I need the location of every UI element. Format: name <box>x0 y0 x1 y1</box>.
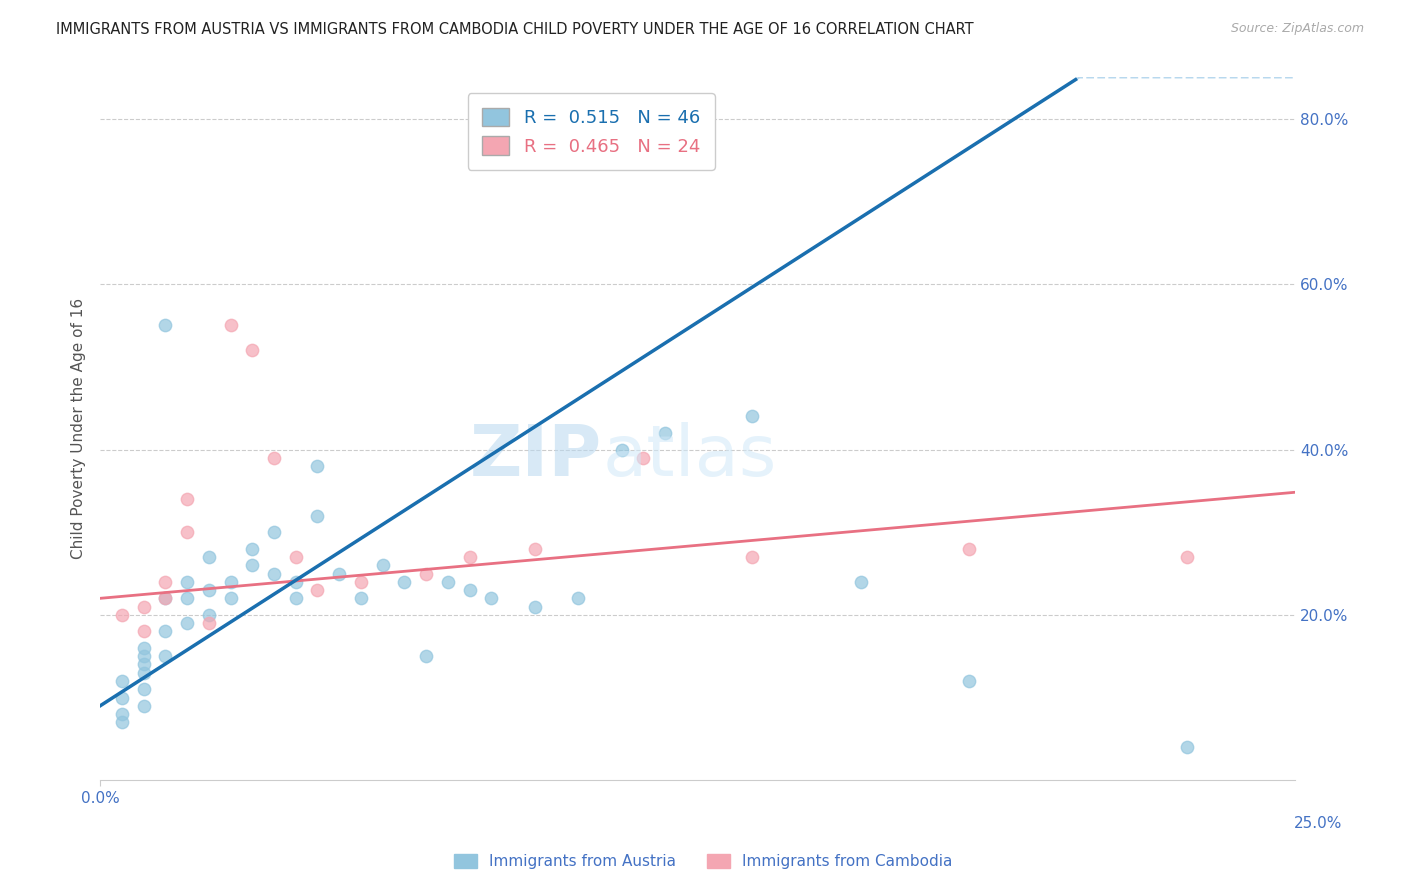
Point <box>176 591 198 606</box>
Text: Source: ZipAtlas.com: Source: ZipAtlas.com <box>1230 22 1364 36</box>
Point <box>132 640 155 655</box>
Point <box>240 343 263 358</box>
Text: atlas: atlas <box>602 423 776 491</box>
Point <box>176 574 198 589</box>
Point <box>458 549 481 564</box>
Point <box>155 624 177 639</box>
Point <box>350 574 373 589</box>
Point <box>240 541 263 556</box>
Point <box>610 442 633 457</box>
Point <box>263 525 285 540</box>
Point <box>350 591 373 606</box>
Point <box>741 409 763 424</box>
Point <box>567 591 589 606</box>
Point <box>111 715 134 730</box>
Point <box>458 583 481 598</box>
Point <box>132 599 155 614</box>
Point <box>307 458 329 473</box>
Point <box>263 450 285 465</box>
Point <box>155 574 177 589</box>
Point <box>959 673 981 688</box>
Point <box>415 566 437 581</box>
Point <box>176 616 198 631</box>
Point <box>198 583 221 598</box>
Point <box>155 318 177 333</box>
Text: ZIP: ZIP <box>470 423 602 491</box>
Point <box>1393 541 1406 556</box>
Point <box>741 549 763 564</box>
Point <box>155 649 177 664</box>
Point <box>284 591 307 606</box>
Point <box>219 574 242 589</box>
Point <box>132 698 155 713</box>
Point <box>479 591 502 606</box>
Point <box>132 649 155 664</box>
Point <box>219 591 242 606</box>
Point <box>111 607 134 622</box>
Point <box>132 657 155 672</box>
Point <box>415 649 437 664</box>
Point <box>155 591 177 606</box>
Point <box>523 599 546 614</box>
Point <box>198 616 221 631</box>
Point <box>176 492 198 507</box>
Point <box>959 541 981 556</box>
Point <box>1175 549 1198 564</box>
Point <box>284 549 307 564</box>
Text: 25.0%: 25.0% <box>1295 816 1343 830</box>
Point <box>198 607 221 622</box>
Point <box>111 707 134 722</box>
Point <box>849 574 872 589</box>
Legend: Immigrants from Austria, Immigrants from Cambodia: Immigrants from Austria, Immigrants from… <box>447 848 959 875</box>
Point <box>240 558 263 573</box>
Point <box>523 541 546 556</box>
Point <box>132 624 155 639</box>
Point <box>263 566 285 581</box>
Point <box>155 591 177 606</box>
Point <box>111 690 134 705</box>
Legend: R =  0.515   N = 46, R =  0.465   N = 24: R = 0.515 N = 46, R = 0.465 N = 24 <box>468 94 714 170</box>
Point <box>176 525 198 540</box>
Point <box>437 574 460 589</box>
Point <box>307 508 329 523</box>
Point <box>132 665 155 680</box>
Point <box>132 682 155 697</box>
Y-axis label: Child Poverty Under the Age of 16: Child Poverty Under the Age of 16 <box>72 298 86 559</box>
Point <box>284 574 307 589</box>
Point <box>394 574 416 589</box>
Point <box>198 549 221 564</box>
Point <box>328 566 350 581</box>
Point <box>1175 740 1198 755</box>
Point <box>219 318 242 333</box>
Text: IMMIGRANTS FROM AUSTRIA VS IMMIGRANTS FROM CAMBODIA CHILD POVERTY UNDER THE AGE : IMMIGRANTS FROM AUSTRIA VS IMMIGRANTS FR… <box>56 22 974 37</box>
Point <box>654 425 676 440</box>
Point <box>371 558 394 573</box>
Point <box>633 450 655 465</box>
Point <box>307 583 329 598</box>
Point <box>111 673 134 688</box>
